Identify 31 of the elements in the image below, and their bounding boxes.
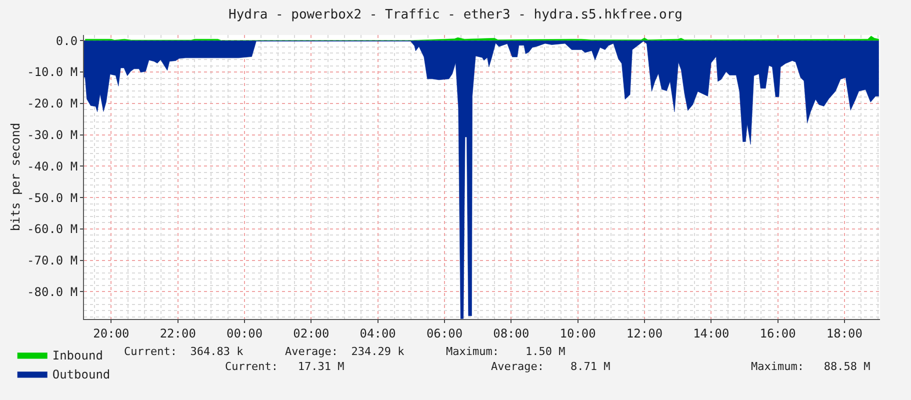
x-tick-label: 02:00 bbox=[293, 326, 330, 340]
legend-label: Inbound bbox=[52, 348, 103, 362]
text: Maximum: 1.50 M bbox=[446, 345, 566, 358]
x-tick-label: 10:00 bbox=[560, 326, 596, 340]
y-tick-label: -80.0 M bbox=[27, 284, 78, 299]
text: Average: 8.71 M bbox=[491, 360, 611, 373]
text: Maximum: 88.58 M bbox=[751, 360, 871, 373]
y-tick-label: -70.0 M bbox=[27, 254, 78, 268]
text: Current: 17.31 M bbox=[225, 360, 345, 373]
y-tick-label: -30.0 M bbox=[27, 128, 78, 142]
y-tick-label: -50.0 M bbox=[27, 190, 78, 205]
x-tick-label: 06:00 bbox=[426, 326, 463, 340]
legend-label: Outbound bbox=[52, 367, 110, 382]
x-tick-label: 12:00 bbox=[626, 326, 663, 340]
y-axis-title: bits per second bbox=[8, 122, 22, 232]
y-tick-label: -40.0 M bbox=[27, 159, 78, 174]
text: Current: 364.83 k bbox=[124, 345, 244, 358]
x-tick-label: 14:00 bbox=[693, 326, 730, 340]
x-tick-label: 20:00 bbox=[93, 326, 130, 340]
y-tick-label: 0.0 bbox=[56, 34, 78, 48]
x-tick-label: 04:00 bbox=[360, 326, 396, 340]
y-tick-label: -20.0 M bbox=[27, 96, 78, 111]
text: Average: 234.29 k bbox=[285, 345, 405, 358]
x-tick-label: 18:00 bbox=[826, 326, 863, 340]
x-tick-label: 08:00 bbox=[493, 326, 530, 340]
x-tick-label: 22:00 bbox=[160, 326, 196, 340]
y-tick-label: -60.0 M bbox=[27, 222, 78, 236]
x-tick-label: 00:00 bbox=[226, 326, 263, 340]
x-tick-label: 16:00 bbox=[760, 326, 796, 340]
chart-title: Hydra - powerbox2 - Traffic - ether3 - hydra.s5.hkfree.org bbox=[228, 8, 682, 23]
y-tick-label: -10.0 M bbox=[27, 65, 78, 80]
